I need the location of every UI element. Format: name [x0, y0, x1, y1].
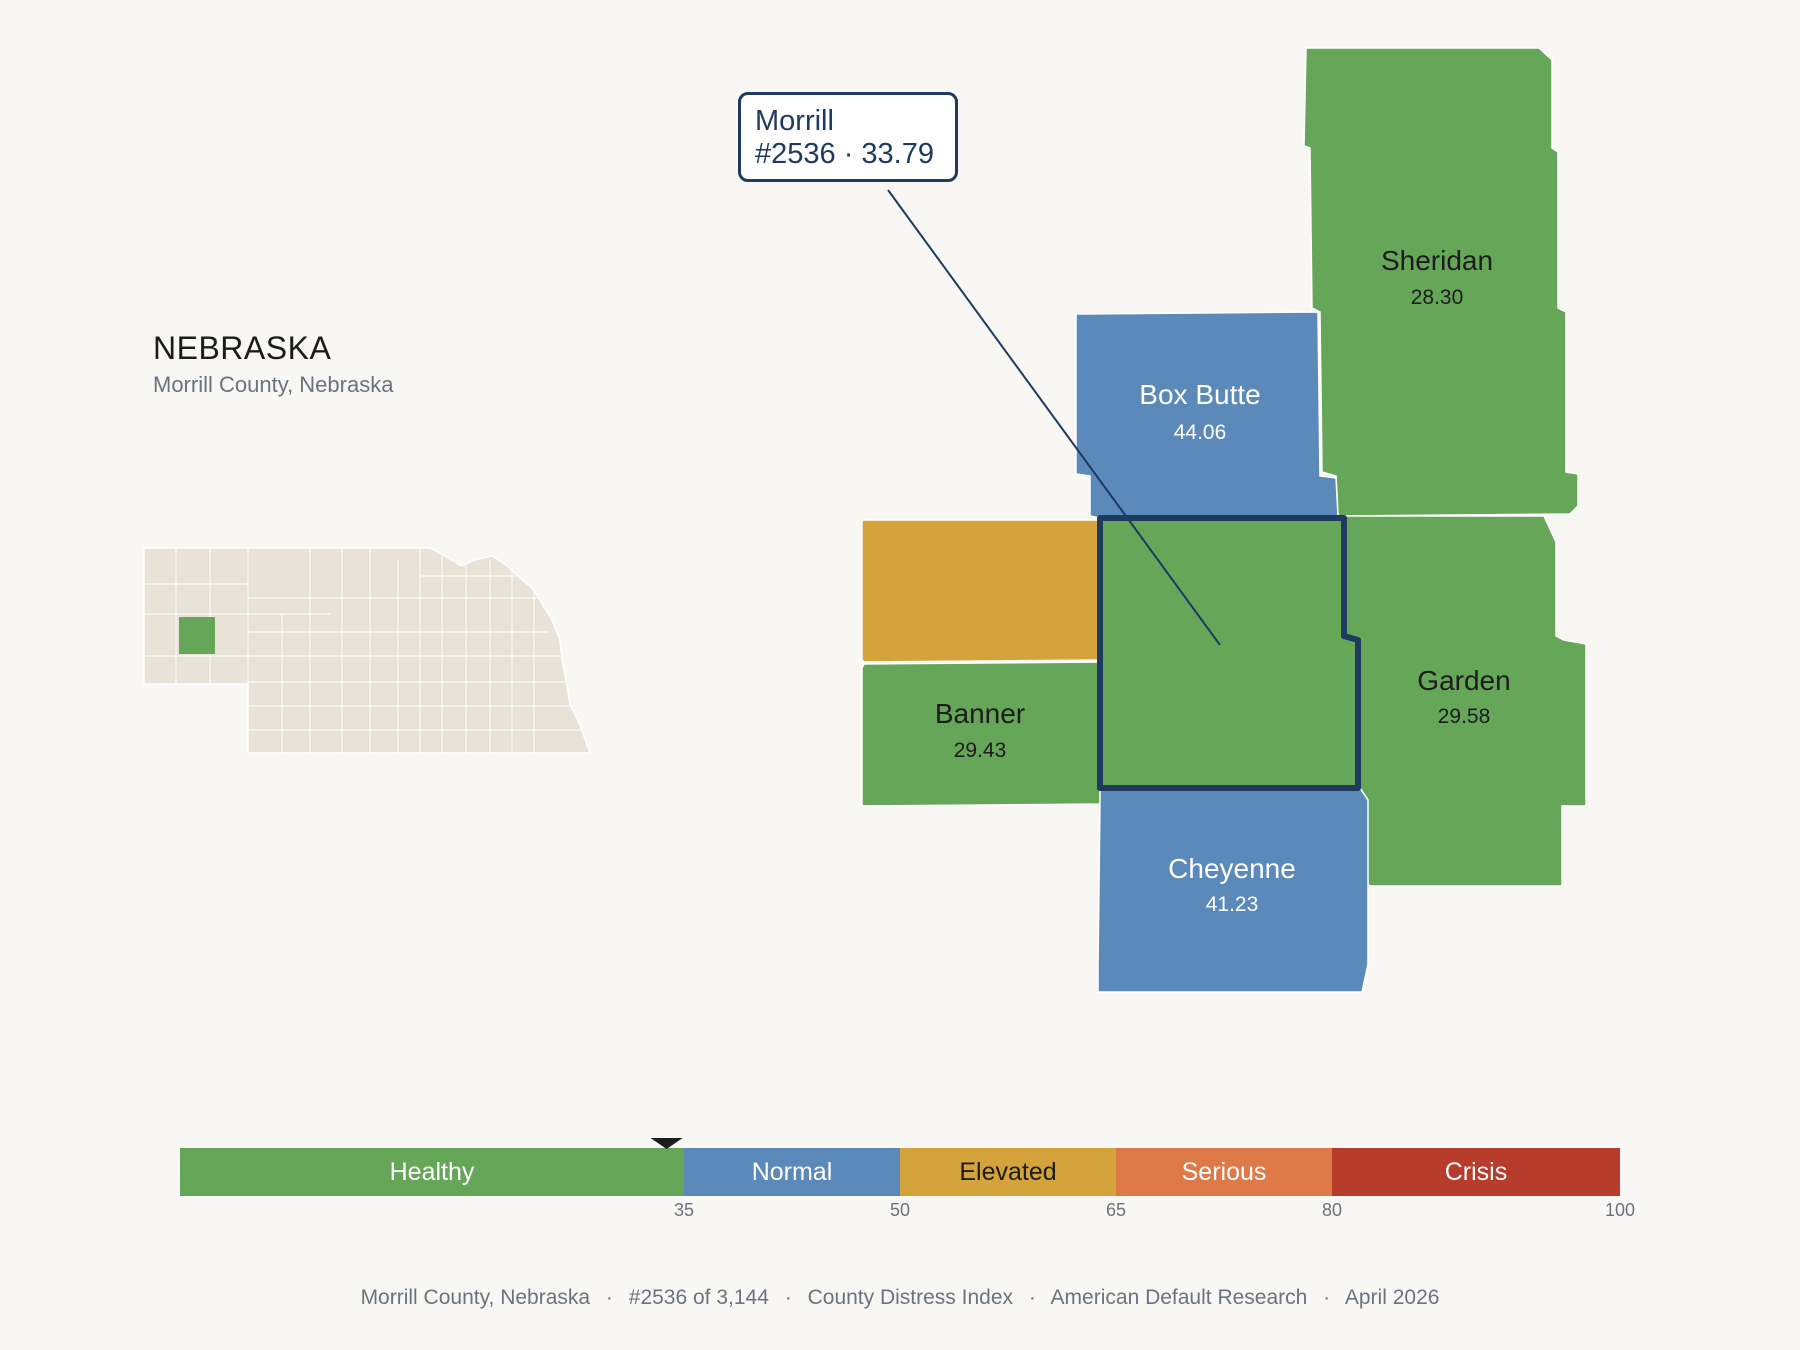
scale-tick-label: 65 [1105, 1200, 1127, 1220]
county-morrill[interactable] [1097, 515, 1361, 791]
scale-label-healthy: Healthy [389, 1158, 475, 1186]
county-callout: Morrill #2536 · 33.79 [738, 92, 958, 182]
scale-tick-label: 80 [1321, 1200, 1343, 1220]
scale-tick-label: 100 [1604, 1200, 1636, 1220]
scale-marker [650, 1138, 683, 1149]
county-value-garden: 29.58 [1438, 705, 1491, 728]
inset-state-shape [143, 547, 592, 754]
callout-leader-line [887, 189, 1221, 646]
footer-separator: · [605, 1286, 613, 1309]
county-sheridan[interactable] [1303, 47, 1579, 517]
scale-label-elevated: Elevated [959, 1158, 1057, 1186]
footer-separator: · [1323, 1286, 1331, 1309]
county-value-cheyenne: 41.23 [1206, 893, 1259, 916]
scale-label-serious: Serious [1181, 1158, 1267, 1186]
county-label-box-butte: Box Butte [1139, 379, 1260, 410]
county-cheyenne[interactable] [1097, 787, 1369, 993]
county-elevated-unlabeled[interactable] [861, 519, 1101, 663]
callout-county-name: Morrill [755, 105, 834, 137]
scale-segment-normal [684, 1148, 900, 1196]
footer-index-name: County Distress Index [807, 1286, 1014, 1309]
county-banner[interactable] [861, 661, 1103, 807]
county-value-banner: 29.43 [954, 739, 1007, 762]
footer-separator: · [1028, 1286, 1036, 1309]
scale-segment-healthy [180, 1148, 684, 1196]
scale-label-crisis: Crisis [1444, 1158, 1508, 1186]
callout-rank-score: #2536 · 33.79 [755, 138, 934, 170]
footer-separator: · [784, 1286, 792, 1309]
county-value-sheridan: 28.30 [1411, 286, 1464, 309]
footer-county: Morrill County, Nebraska [360, 1286, 591, 1309]
state-title: NEBRASKA [153, 330, 332, 366]
state-subtitle: Morrill County, Nebraska [153, 372, 394, 397]
county-label-banner: Banner [935, 698, 1025, 729]
scale-segment-serious [1116, 1148, 1332, 1196]
scale-tick-label: 35 [673, 1200, 695, 1220]
footer-rank: #2536 of 3,144 [628, 1286, 769, 1309]
footer-date: April 2026 [1344, 1286, 1440, 1309]
footer-source: American Default Research [1050, 1286, 1308, 1309]
county-label-cheyenne: Cheyenne [1168, 853, 1296, 884]
inset-highlight-county [179, 617, 215, 654]
scale-label-normal: Normal [751, 1158, 833, 1186]
scale-segment-elevated [900, 1148, 1116, 1196]
footer: Morrill County, Nebraska · #2536 of 3,14… [0, 1286, 1800, 1310]
county-value-box-butte: 44.06 [1174, 421, 1227, 444]
county-label-garden: Garden [1417, 665, 1510, 696]
scale-segment-crisis [1332, 1148, 1620, 1196]
scale-tick-label: 50 [889, 1200, 911, 1220]
county-label-sheridan: Sheridan [1381, 245, 1493, 276]
